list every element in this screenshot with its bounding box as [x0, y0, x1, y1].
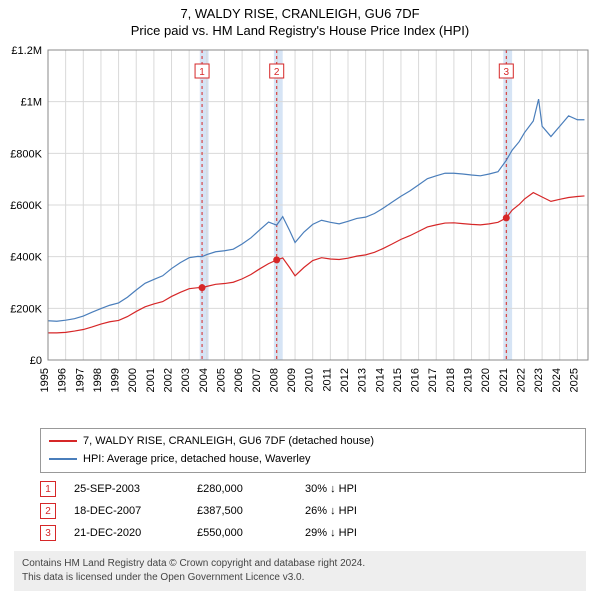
event-diff: 29% ↓ HPI — [305, 527, 357, 539]
legend-item: 7, WALDY RISE, CRANLEIGH, GU6 7DF (detac… — [49, 433, 577, 451]
event-diff: 30% ↓ HPI — [305, 483, 357, 495]
svg-text:2: 2 — [274, 67, 280, 78]
svg-text:2012: 2012 — [339, 368, 351, 392]
events-table: 1 25-SEP-2003 £280,000 30% ↓ HPI 2 18-DEC-200… — [40, 481, 586, 541]
svg-text:2021: 2021 — [498, 368, 510, 392]
svg-text:1: 1 — [199, 67, 205, 78]
chart-area: £0 £200K £400K £600K £800K £1M £1.2M 1995 1996 19… — [0, 42, 600, 422]
svg-text:1995: 1995 — [39, 368, 51, 392]
chart-header: 7, WALDY RISE, CRANLEIGH, GU6 7DF Price … — [0, 0, 600, 42]
svg-text:2014: 2014 — [374, 368, 386, 392]
svg-text:£600K: £600K — [10, 200, 42, 212]
svg-text:2013: 2013 — [357, 368, 369, 392]
svg-text:2018: 2018 — [445, 368, 457, 392]
legend-item: HPI: Average price, detached house, Wave… — [49, 451, 577, 469]
svg-text:2025: 2025 — [568, 368, 580, 392]
line-chart: £0 £200K £400K £600K £800K £1M £1.2M 1995 1996 19… — [0, 42, 600, 422]
legend-color-swatch — [49, 458, 77, 460]
footer-line-2: This data is licensed under the Open Gov… — [22, 571, 578, 585]
svg-text:2006: 2006 — [233, 368, 245, 392]
svg-text:2023: 2023 — [533, 368, 545, 392]
legend-label: 7, WALDY RISE, CRANLEIGH, GU6 7DF (detac… — [83, 435, 374, 447]
event-date: 25-SEP-2003 — [74, 483, 179, 495]
svg-text:2009: 2009 — [286, 368, 298, 392]
chart-title: 7, WALDY RISE, CRANLEIGH, GU6 7DF — [0, 6, 600, 21]
svg-text:£1.2M: £1.2M — [11, 45, 42, 57]
chart-legend: 7, WALDY RISE, CRANLEIGH, GU6 7DF (detac… — [40, 428, 586, 473]
event-marker: 3 — [40, 525, 56, 541]
svg-text:2022: 2022 — [515, 368, 527, 392]
event-date: 18-DEC-2007 — [74, 505, 179, 517]
svg-text:1999: 1999 — [110, 368, 122, 392]
svg-text:2010: 2010 — [304, 368, 316, 392]
event-value: £550,000 — [197, 527, 287, 539]
svg-text:2007: 2007 — [251, 368, 263, 392]
event-row: 2 18-DEC-2007 £387,500 26% ↓ HPI — [40, 503, 586, 519]
svg-text:£200K: £200K — [10, 303, 42, 315]
svg-text:2002: 2002 — [163, 368, 175, 392]
svg-text:1998: 1998 — [92, 368, 104, 392]
svg-text:3: 3 — [504, 67, 510, 78]
svg-text:2015: 2015 — [392, 368, 404, 392]
legend-color-swatch — [49, 440, 77, 442]
svg-text:2020: 2020 — [480, 368, 492, 392]
event-value: £280,000 — [197, 483, 287, 495]
svg-text:2011: 2011 — [321, 368, 333, 392]
chart-subtitle: Price paid vs. HM Land Registry's House … — [0, 23, 600, 38]
event-marker: 1 — [40, 481, 56, 497]
event-marker: 2 — [40, 503, 56, 519]
svg-text:2005: 2005 — [215, 368, 227, 392]
svg-text:£400K: £400K — [10, 252, 42, 264]
event-row: 1 25-SEP-2003 £280,000 30% ↓ HPI — [40, 481, 586, 497]
svg-text:2004: 2004 — [198, 368, 210, 392]
svg-text:2024: 2024 — [551, 368, 563, 392]
svg-text:2016: 2016 — [410, 368, 422, 392]
svg-text:1996: 1996 — [57, 368, 69, 392]
svg-text:2019: 2019 — [463, 368, 475, 392]
svg-text:£0: £0 — [30, 355, 42, 367]
svg-text:2001: 2001 — [145, 368, 157, 392]
svg-text:2003: 2003 — [180, 368, 192, 392]
svg-text:2000: 2000 — [127, 368, 139, 392]
svg-text:2017: 2017 — [427, 368, 439, 392]
event-row: 3 21-DEC-2020 £550,000 29% ↓ HPI — [40, 525, 586, 541]
svg-text:2008: 2008 — [268, 368, 280, 392]
svg-text:£800K: £800K — [10, 148, 42, 160]
svg-text:£1M: £1M — [21, 97, 42, 109]
svg-text:1997: 1997 — [74, 368, 86, 392]
event-date: 21-DEC-2020 — [74, 527, 179, 539]
event-value: £387,500 — [197, 505, 287, 517]
event-diff: 26% ↓ HPI — [305, 505, 357, 517]
legend-label: HPI: Average price, detached house, Wave… — [83, 453, 310, 465]
footer-line-1: Contains HM Land Registry data © Crown c… — [22, 557, 578, 571]
attribution-footer: Contains HM Land Registry data © Crown c… — [14, 551, 586, 591]
